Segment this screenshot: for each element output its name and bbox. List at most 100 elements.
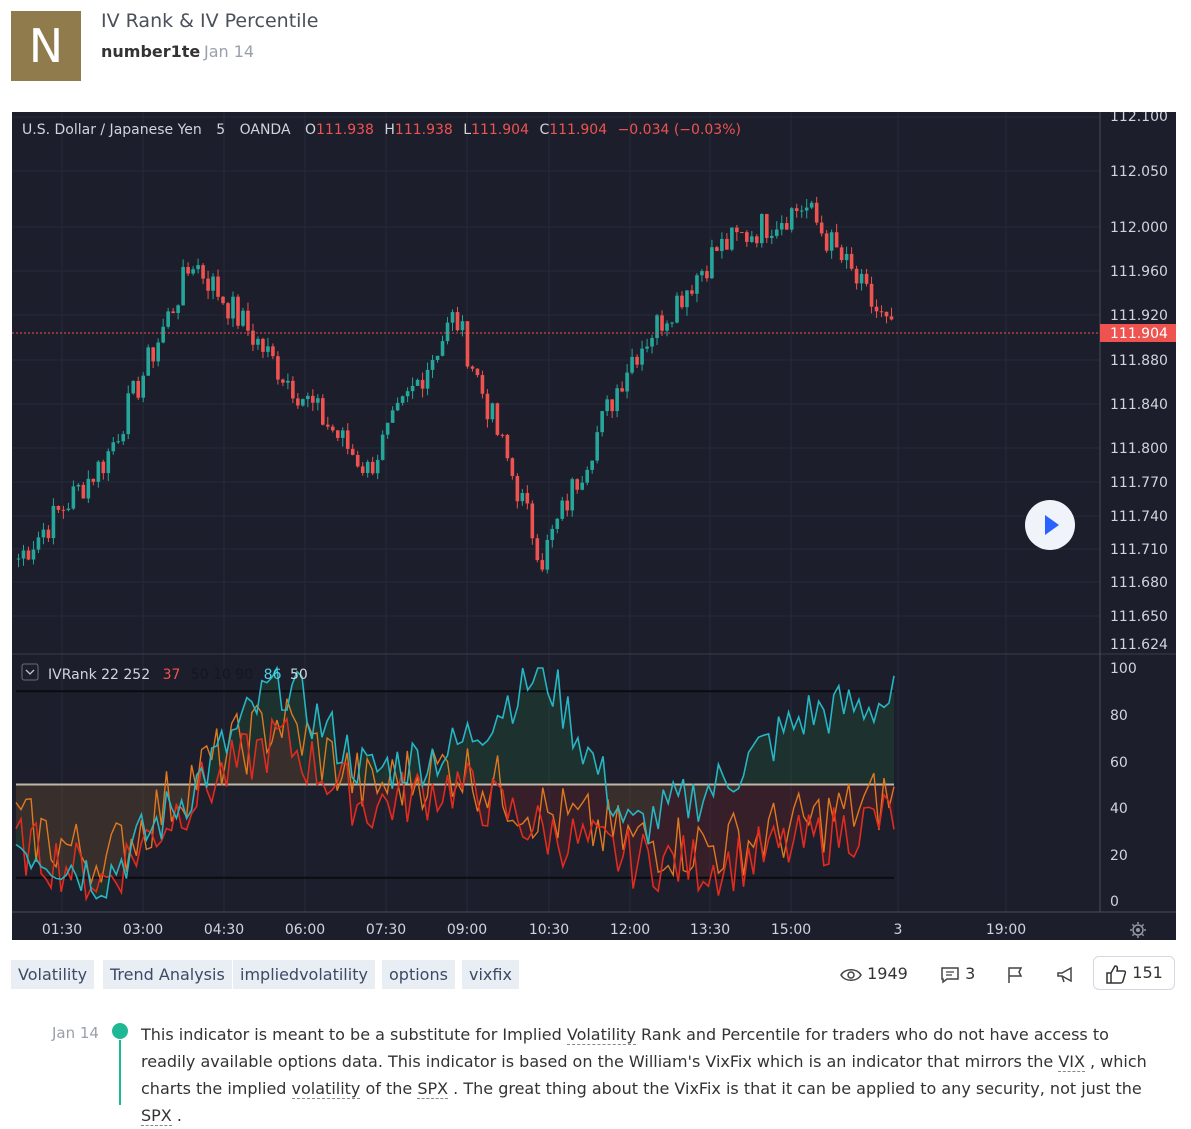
ivrank-indicator [15,665,895,902]
candle-body [26,550,31,560]
author-avatar[interactable]: N [11,11,81,81]
candle-body [849,253,854,269]
symbol-link-spx[interactable]: SPX [417,1079,449,1099]
candle-body [485,393,490,420]
candle-body [81,484,86,499]
chart-canvas[interactable]: 112.100 112.050 112.000 111.960 111.920 … [12,112,1176,940]
symbol-link-volatility[interactable]: Volatility [566,1025,636,1045]
price-tick: 111.920 [1110,308,1168,324]
candle-body [286,380,290,383]
indicator-tick: 80 [1110,708,1128,724]
chart-grid [12,112,1100,912]
candle-body [745,232,749,242]
symbol-legend[interactable]: U.S. Dollar / Japanese Yen 5 OANDA O111.… [22,122,741,138]
candle-body [121,434,126,442]
candle-body [276,356,280,380]
candle-body [445,322,450,342]
tag-options[interactable]: options [382,960,455,989]
indicator-tick: 0 [1110,894,1119,910]
time-tick: 10:30 [529,922,569,938]
candle-body [256,338,260,345]
open-label: O [305,122,316,138]
tag-volatility[interactable]: Volatility [11,960,95,989]
candle-body [640,348,644,365]
collapse-button[interactable] [21,663,39,681]
price-scale[interactable]: 112.100 112.050 112.000 111.960 111.920 … [1110,112,1168,653]
chart-widget[interactable]: 112.100 112.050 112.000 111.960 111.920 … [12,112,1176,940]
description-date: Jan 14 [52,1024,99,1042]
candle-body [385,422,390,435]
candle-body [161,326,165,343]
share-button[interactable] [1056,962,1076,986]
comments-button[interactable]: 3 [940,962,975,986]
candle-body [106,451,111,474]
like-button[interactable]: 151 [1093,956,1175,990]
candle-body [370,461,375,474]
candle-body [590,460,594,470]
indicator-value-cyan: 86 [264,667,282,683]
candle-body [635,356,639,365]
upper-fill [16,668,894,899]
comments-value: 3 [965,964,976,983]
indicator-legend[interactable]: IVRank 22 252 37 50 10 90 86 50 [21,663,308,683]
candle-body [530,503,535,539]
candle-body [650,338,654,347]
price-tick: 111.650 [1110,609,1168,625]
candle-body [725,238,729,250]
time-scale[interactable]: 01:30 03:00 04:30 06:00 07:30 09:00 10:3… [42,922,1026,938]
candle-body [46,529,51,539]
gear-icon[interactable] [1130,922,1146,938]
candle-body [221,296,225,304]
candle-body [515,476,520,502]
candle-body [325,424,330,427]
candle-body [271,346,275,357]
candle-body [335,430,340,438]
candle-body [520,493,525,502]
desc-text: . The great thing about the VixFix is th… [448,1079,1142,1098]
price-tick: 112.000 [1110,220,1168,236]
tag-vixfix[interactable]: vixfix [462,960,519,989]
candle-body [774,229,779,236]
desc-text: This indicator is meant to be a substitu… [141,1025,567,1044]
price-tick: 111.840 [1110,397,1168,413]
likes-value: 151 [1132,963,1163,982]
symbol-link-volatility[interactable]: volatility [291,1079,361,1099]
candle-body [196,265,200,270]
time-tick: 04:30 [204,922,244,938]
low-label: L [463,122,471,138]
candle-body [316,398,320,403]
symbol-link-vix[interactable]: VIX [1058,1052,1085,1072]
candle-body [630,356,634,373]
candle-body [675,295,679,323]
vixfix-line [15,665,895,900]
candle-body [191,269,195,274]
candle-body [131,380,136,394]
candle-body [505,434,510,459]
tag-trend-analysis[interactable]: Trend Analysis [103,960,232,989]
tag-impliedvolatility[interactable]: impliedvolatility [233,960,375,989]
flag-icon [1008,966,1023,983]
candle-body [281,379,285,383]
time-tick: 12:00 [610,922,650,938]
candle-body [874,306,879,312]
candle-body [784,223,789,230]
price-tick: 111.680 [1110,575,1168,591]
symbol-link-spx[interactable]: SPX [141,1106,172,1126]
author-name[interactable]: number1te [101,42,201,61]
candle-body [665,323,669,331]
indicator-scale[interactable]: 100 80 60 40 20 0 [1110,661,1137,910]
high-label: H [384,122,395,138]
report-button[interactable] [1006,962,1024,986]
exchange: OANDA [240,122,291,138]
candle-body [31,549,36,560]
play-button[interactable] [1025,500,1075,550]
candle-body [760,214,764,244]
candle-body [700,271,704,276]
indicator-values: 50 10 90 [191,667,253,683]
indicator-tick: 60 [1110,755,1128,771]
candle-body [645,346,649,349]
candle-body [495,403,500,435]
last-price-value: 111.904 [1110,326,1168,342]
candle-body [246,310,250,331]
timeline-dot [112,1023,128,1039]
